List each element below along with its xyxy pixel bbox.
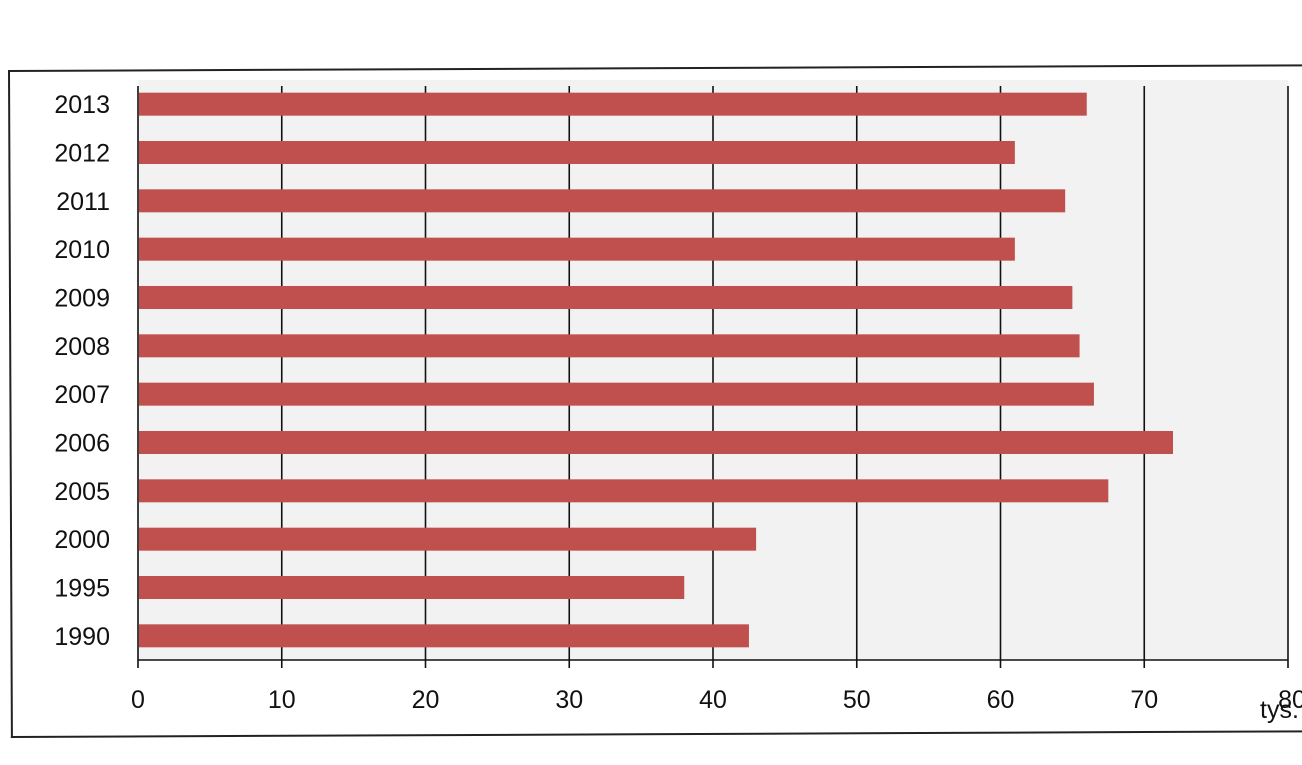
bar	[139, 479, 1109, 503]
bars	[139, 92, 1173, 648]
y-tick-label: 2009	[54, 285, 110, 313]
y-tick-label: 2000	[54, 526, 110, 554]
x-tick-label: 30	[555, 686, 583, 714]
x-tick-label: 20	[412, 686, 440, 714]
x-tick-label: 10	[268, 686, 296, 714]
axes	[137, 86, 1288, 661]
x-tick-label: 60	[987, 686, 1015, 714]
bar	[139, 527, 757, 551]
x-axis-unit-label: tys.	[1260, 696, 1299, 724]
y-tick-label: 2013	[54, 91, 110, 119]
bar	[139, 189, 1066, 213]
bar	[139, 576, 685, 599]
y-tick-label: 1995	[54, 575, 110, 603]
y-tick-label: 2011	[56, 188, 110, 216]
x-tick-label: 0	[131, 686, 145, 714]
gridlines	[137, 86, 1289, 668]
bar	[139, 286, 1073, 309]
y-tick-label: 2008	[54, 333, 110, 361]
y-tick-label: 1990	[54, 623, 110, 651]
bar	[139, 141, 1015, 164]
bar	[139, 237, 1015, 261]
bar	[139, 431, 1173, 454]
x-tick-label: 50	[843, 686, 871, 714]
bar	[139, 624, 749, 648]
y-tick-label: 2006	[54, 430, 110, 458]
y-tick-label: 2010	[54, 236, 110, 264]
y-tick-label: 2007	[54, 381, 110, 409]
y-tick-label: 2005	[54, 478, 110, 506]
x-tick-label: 40	[699, 686, 727, 714]
x-tick-labels: 0 10 20 30 40 50 60 70 80	[131, 686, 1302, 714]
y-tick-labels: 2013 2012 2011 2010 2009 2008 2007 2006 2005 2000…	[54, 91, 110, 651]
bar	[139, 334, 1080, 358]
bar	[139, 92, 1087, 116]
x-tick-label: 80	[1278, 686, 1302, 714]
y-tick-label: 2012	[54, 140, 110, 168]
bar	[139, 382, 1094, 406]
x-tick-label: 70	[1130, 686, 1158, 714]
